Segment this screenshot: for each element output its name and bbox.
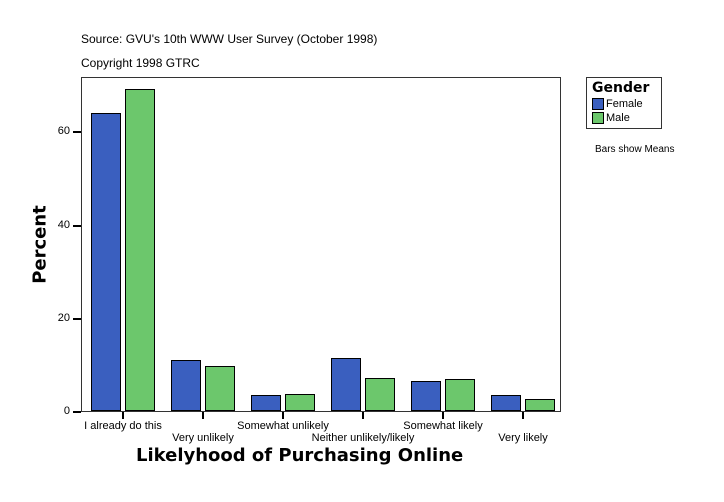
y-tick xyxy=(73,224,81,227)
bar-male xyxy=(205,366,235,411)
plot-area xyxy=(81,77,561,412)
copyright-text: Copyright 1998 GTRC xyxy=(81,56,200,70)
y-tick-label: 20 xyxy=(57,311,70,324)
x-tick-label: I already do this xyxy=(84,420,162,432)
x-tick-label: Neither unlikely/likely xyxy=(311,432,415,444)
legend-label: Female xyxy=(606,98,643,110)
x-tick xyxy=(122,412,124,419)
x-axis-title: Likelyhood of Purchasing Online xyxy=(136,445,464,466)
y-tick xyxy=(73,131,81,134)
y-tick xyxy=(73,317,81,320)
x-tick-label: Very likely xyxy=(498,432,548,444)
x-tick-label: Somewhat likely xyxy=(403,420,483,432)
bar-male xyxy=(365,378,395,411)
bar-female xyxy=(411,381,441,411)
y-tick-label: 40 xyxy=(57,218,70,231)
source-text: Source: GVU's 10th WWW User Survey (Octo… xyxy=(81,32,378,46)
female-swatch xyxy=(592,98,604,111)
y-axis-title: Percent xyxy=(29,205,51,284)
legend-label: Male xyxy=(606,112,630,124)
legend: Gender Female Male xyxy=(586,77,662,129)
male-swatch xyxy=(592,112,604,125)
bar-male xyxy=(445,379,475,411)
bar-female xyxy=(491,395,521,411)
x-tick xyxy=(442,412,444,419)
bar-female xyxy=(171,360,201,411)
x-tick-label: Very unlikely xyxy=(172,432,234,444)
x-tick-label: Somewhat unlikely xyxy=(237,420,329,432)
y-tick-label: 60 xyxy=(57,125,70,138)
bar-female xyxy=(251,395,281,411)
bar-female xyxy=(91,113,121,411)
legend-item-male: Male xyxy=(592,112,630,125)
x-tick xyxy=(522,412,524,419)
bar-male xyxy=(525,399,555,411)
legend-item-female: Female xyxy=(592,98,643,111)
bar-male xyxy=(285,394,315,411)
x-tick xyxy=(282,412,284,419)
legend-title: Gender xyxy=(592,80,650,96)
bar-male xyxy=(125,89,155,411)
y-tick xyxy=(73,411,81,413)
x-tick xyxy=(202,412,204,419)
y-tick-label: 0 xyxy=(63,405,70,417)
bar-female xyxy=(331,358,361,411)
x-tick xyxy=(362,412,364,419)
legend-note: Bars show Means xyxy=(595,144,675,155)
